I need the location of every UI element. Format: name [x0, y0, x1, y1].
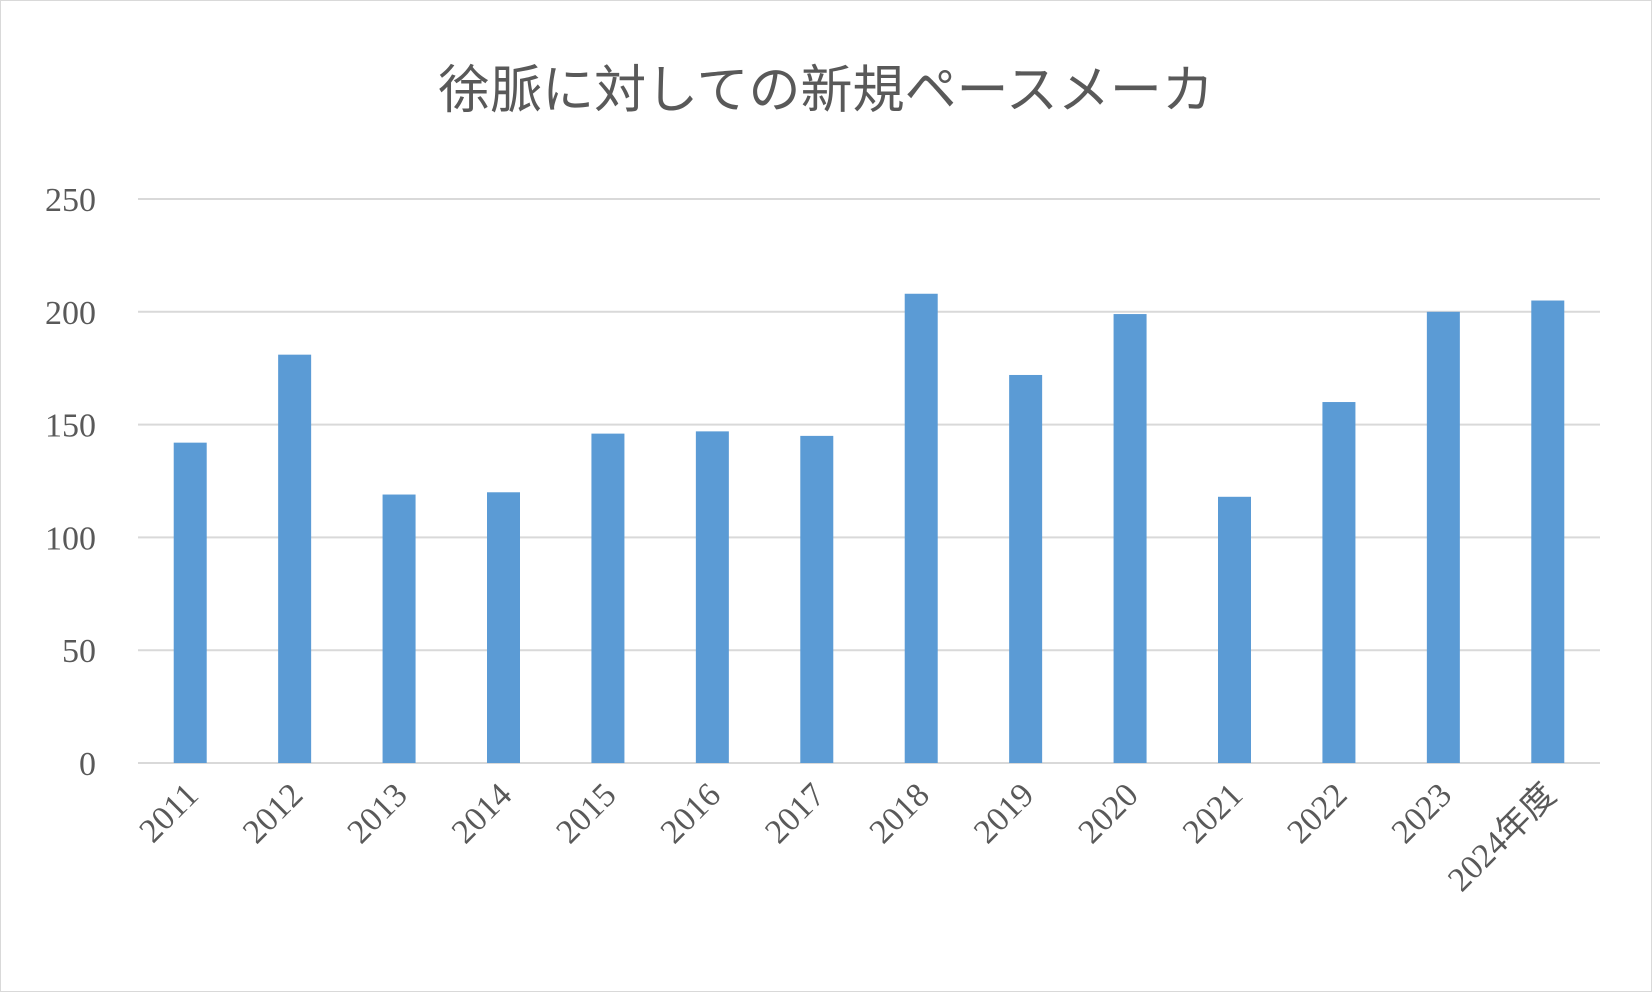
gridlines	[138, 198, 1600, 764]
y-tick-label: 200	[45, 295, 96, 332]
bar	[173, 442, 207, 763]
x-tick-label: 2012	[236, 776, 310, 850]
x-tick-label: 2019	[967, 776, 1041, 850]
x-tick-label: 2011	[133, 776, 206, 849]
x-tick-label: 2024年度	[1440, 776, 1563, 899]
bar	[1426, 311, 1460, 763]
bar	[800, 435, 834, 763]
y-axis-ticks: 0 50 100 150 200 250	[45, 182, 96, 783]
bar	[1113, 314, 1147, 763]
bar	[1009, 374, 1043, 763]
y-tick-label: 100	[45, 520, 96, 557]
x-tick-label: 2020	[1071, 776, 1145, 850]
chart-title: 徐脈に対しての新規ペースメーカ	[438, 61, 1214, 121]
x-axis-ticks: 2011 2012 2013 2014 2015 2016 2017 2018 2019 2020…	[133, 776, 1564, 899]
y-tick-label: 250	[45, 182, 96, 219]
bar	[1531, 300, 1565, 763]
bars	[173, 293, 1565, 763]
bar	[591, 433, 625, 763]
bar	[904, 293, 938, 763]
bar	[487, 492, 520, 763]
bar	[1322, 402, 1356, 763]
bar	[1218, 496, 1251, 763]
bar	[695, 431, 729, 763]
bar	[382, 494, 416, 763]
bar	[278, 354, 312, 763]
y-tick-label: 150	[45, 408, 96, 445]
x-tick-label: 2016	[654, 776, 728, 850]
x-tick-label: 2023	[1385, 776, 1459, 850]
x-tick-label: 2018	[863, 776, 937, 850]
x-tick-label: 2022	[1280, 776, 1354, 850]
x-tick-label: 2014	[445, 776, 519, 850]
x-tick-label: 2017	[758, 776, 832, 850]
y-tick-label: 0	[79, 746, 96, 783]
x-tick-label: 2013	[340, 776, 414, 850]
y-tick-label: 50	[62, 633, 96, 670]
x-tick-label: 2021	[1176, 776, 1250, 850]
x-tick-label: 2015	[549, 776, 623, 850]
